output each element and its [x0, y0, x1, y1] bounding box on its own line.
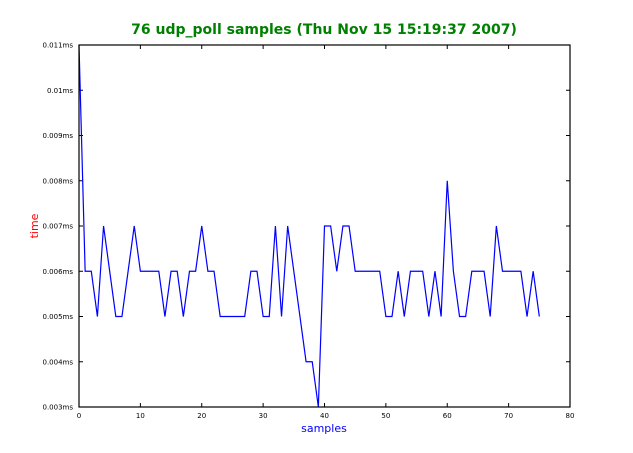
y-axis-label: time: [28, 213, 41, 238]
x-tick-label: 20: [197, 412, 206, 420]
y-tick-label: 0.011ms: [42, 42, 73, 50]
y-tick-label: 0.008ms: [42, 177, 73, 185]
x-tick-label: 50: [381, 412, 390, 420]
y-tick-label: 0.003ms: [42, 404, 73, 412]
x-tick-label: 40: [320, 412, 329, 420]
x-tick-label: 10: [136, 412, 145, 420]
x-tick-label: 30: [259, 412, 268, 420]
y-tick-label: 0.005ms: [42, 313, 73, 321]
x-tick-label: 60: [443, 412, 452, 420]
y-tick-label: 0.006ms: [42, 268, 73, 276]
chart-title: 76 udp_poll samples (Thu Nov 15 15:19:37…: [131, 22, 517, 38]
y-tick-label: 0.01ms: [47, 87, 73, 95]
x-tick-label: 70: [504, 412, 513, 420]
y-tick-label: 0.004ms: [42, 358, 73, 366]
y-tick-label: 0.009ms: [42, 132, 73, 140]
axes-frame: [78, 44, 571, 408]
x-axis-label: samples: [301, 422, 347, 435]
x-tick-label: 0: [77, 412, 81, 420]
series-line: [78, 44, 540, 408]
y-tick-label: 0.007ms: [42, 223, 73, 231]
x-tick-label: 80: [566, 412, 575, 420]
